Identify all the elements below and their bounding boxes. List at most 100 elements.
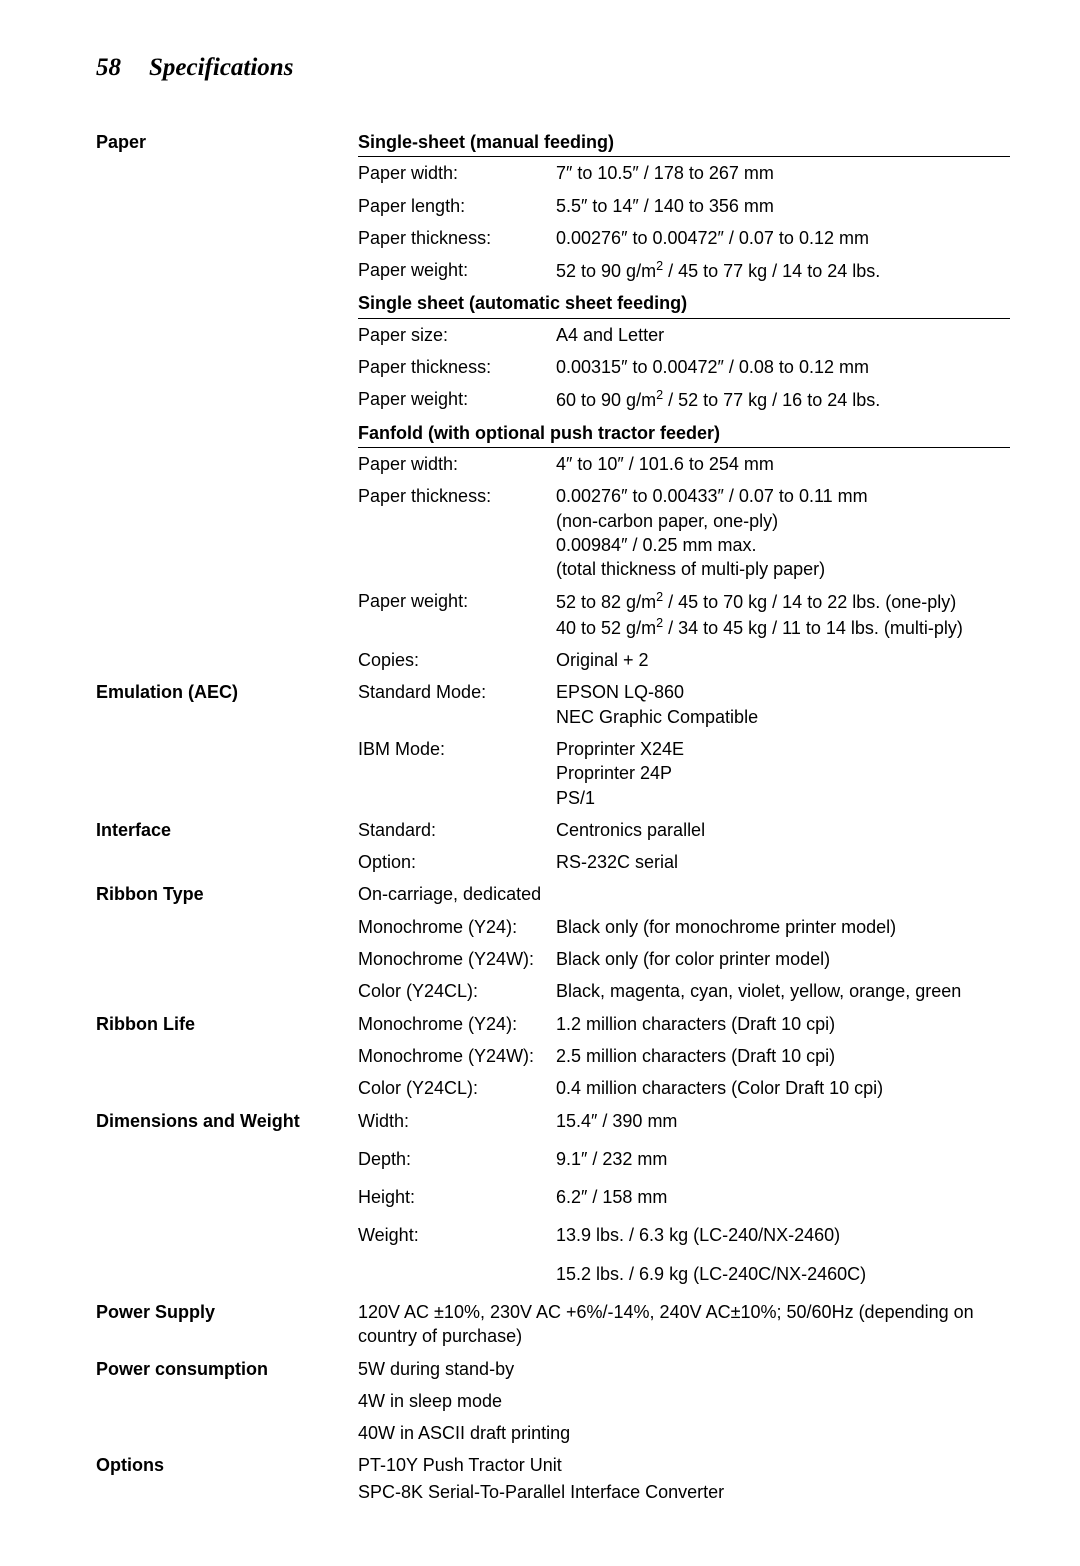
spec-value: 2.5 million characters (Draft 10 cpi) [556, 1044, 1010, 1068]
spec-row: 15.2 lbs. / 6.9 kg (LC-240C/NX-2460C) [358, 1262, 1010, 1286]
section-interface: Interface Standard:Centronics parallelOp… [96, 818, 1010, 883]
spec-value: RS-232C serial [556, 850, 1010, 874]
spec-value: 0.00276″ to 0.00472″ / 0.07 to 0.12 mm [556, 226, 1010, 250]
spec-key: Paper width: [358, 452, 556, 476]
section-options: Options PT-10Y Push Tractor Unit SPC-8K S… [96, 1453, 1010, 1506]
spec-value: 1.2 million characters (Draft 10 cpi) [556, 1012, 1010, 1036]
page-title: Specifications [149, 54, 293, 81]
spec-value: Proprinter X24EProprinter 24PPS/1 [556, 737, 1010, 810]
label-emulation: Emulation (AEC) [96, 680, 358, 705]
spec-key: Paper thickness: [358, 484, 556, 581]
spec-key: Option: [358, 850, 556, 874]
spec-key [358, 1262, 556, 1286]
spec-row: Paper size:A4 and Letter [358, 323, 1010, 347]
spec-key: Paper thickness: [358, 226, 556, 250]
spec-row: Standard Mode:EPSON LQ-860NEC Graphic Co… [358, 680, 1010, 729]
spec-row: Paper weight:52 to 90 g/m2 / 45 to 77 kg… [358, 258, 1010, 283]
content-interface: Standard:Centronics parallelOption:RS-23… [358, 818, 1010, 883]
spec-value: 7″ to 10.5″ / 178 to 267 mm [556, 161, 1010, 185]
page-header: 58 Specifications [96, 54, 1010, 82]
spec-line: 4W in sleep mode [358, 1389, 1010, 1413]
spec-key: Standard: [358, 818, 556, 842]
spec-row: Monochrome (Y24W):Black only (for color … [358, 947, 1010, 971]
spec-row: Paper width:7″ to 10.5″ / 178 to 267 mm [358, 161, 1010, 185]
spec-value: 4″ to 10″ / 101.6 to 254 mm [556, 452, 1010, 476]
spec-value: Black only (for monochrome printer model… [556, 915, 1010, 939]
spec-row: Paper width:4″ to 10″ / 101.6 to 254 mm [358, 452, 1010, 476]
spec-line: 5W during stand-by [358, 1357, 1010, 1381]
spec-key: Paper weight: [358, 589, 556, 640]
content-emulation: Standard Mode:EPSON LQ-860NEC Graphic Co… [358, 680, 1010, 817]
spec-value: 0.00276″ to 0.00433″ / 0.07 to 0.11 mm(n… [556, 484, 1010, 581]
spec-line: SPC-8K Serial-To-Parallel Interface Conv… [358, 1480, 1010, 1504]
section-emulation: Emulation (AEC) Standard Mode:EPSON LQ-8… [96, 680, 1010, 817]
content-dimensions: Width:15.4″ / 390 mmDepth:9.1″ / 232 mmH… [358, 1109, 1010, 1300]
spec-row: Copies:Original + 2 [358, 648, 1010, 672]
spec-key: Paper length: [358, 194, 556, 218]
spec-value: 13.9 lbs. / 6.3 kg (LC-240/NX-2460) [556, 1223, 1010, 1247]
spec-key: Weight: [358, 1223, 556, 1247]
content-ribbon-life: Monochrome (Y24):1.2 million characters … [358, 1012, 1010, 1109]
spec-value: 9.1″ / 232 mm [556, 1147, 1010, 1171]
subheader: Fanfold (with optional push tractor feed… [358, 421, 1010, 448]
spec-row: Paper thickness:0.00276″ to 0.00433″ / 0… [358, 484, 1010, 581]
spec-value: Original + 2 [556, 648, 1010, 672]
spec-value: 6.2″ / 158 mm [556, 1185, 1010, 1209]
spec-key: Paper weight: [358, 258, 556, 283]
spec-row: IBM Mode:Proprinter X24EProprinter 24PPS… [358, 737, 1010, 810]
spec-row: Monochrome (Y24W):2.5 million characters… [358, 1044, 1010, 1068]
page-number: 58 [96, 54, 121, 82]
spec-line: 40W in ASCII draft printing [358, 1421, 1010, 1445]
spec-row: Monochrome (Y24):1.2 million characters … [358, 1012, 1010, 1036]
spec-row: Monochrome (Y24):Black only (for monochr… [358, 915, 1010, 939]
spec-value: Black, magenta, cyan, violet, yellow, or… [556, 979, 1010, 1003]
spec-row: Paper thickness:0.00276″ to 0.00472″ / 0… [358, 226, 1010, 250]
spec-value: Black only (for color printer model) [556, 947, 1010, 971]
section-ribbon-type: Ribbon Type On-carriage, dedicatedMonoch… [96, 882, 1010, 1011]
spec-row: Color (Y24CL):Black, magenta, cyan, viol… [358, 979, 1010, 1003]
label-interface: Interface [96, 818, 358, 843]
spec-value: 60 to 90 g/m2 / 52 to 77 kg / 16 to 24 l… [556, 387, 1010, 412]
label-power-consumption: Power consumption [96, 1357, 358, 1382]
spec-key: Monochrome (Y24W): [358, 947, 556, 971]
label-ribbon-type: Ribbon Type [96, 882, 358, 907]
subheader: Single-sheet (manual feeding) [358, 130, 1010, 157]
spec-key: Paper thickness: [358, 355, 556, 379]
spec-row: Paper weight:52 to 82 g/m2 / 45 to 70 kg… [358, 589, 1010, 640]
spec-value: 52 to 82 g/m2 / 45 to 70 kg / 14 to 22 l… [556, 589, 1010, 640]
content-ribbon-type: On-carriage, dedicatedMonochrome (Y24):B… [358, 882, 1010, 1011]
spec-key: Monochrome (Y24): [358, 1012, 556, 1036]
content-options: PT-10Y Push Tractor Unit SPC-8K Serial-To… [358, 1453, 1010, 1506]
section-power-supply: Power Supply 120V AC ±10%, 230V AC +6%/-… [96, 1300, 1010, 1357]
spec-row: Color (Y24CL):0.4 million characters (Co… [358, 1076, 1010, 1100]
label-options: Options [96, 1453, 358, 1478]
spec-value: 15.2 lbs. / 6.9 kg (LC-240C/NX-2460C) [556, 1262, 1010, 1286]
spec-line: PT-10Y Push Tractor Unit [358, 1453, 1010, 1477]
spec-key: Paper size: [358, 323, 556, 347]
spec-key: Paper weight: [358, 387, 556, 412]
spec-key: Monochrome (Y24W): [358, 1044, 556, 1068]
spec-key: Width: [358, 1109, 556, 1133]
spec-key: Monochrome (Y24): [358, 915, 556, 939]
spec-row: Weight:13.9 lbs. / 6.3 kg (LC-240/NX-246… [358, 1223, 1010, 1247]
spec-row: Standard:Centronics parallel [358, 818, 1010, 842]
spec-key: Copies: [358, 648, 556, 672]
spec-key: Color (Y24CL): [358, 979, 556, 1003]
content-power-supply: 120V AC ±10%, 230V AC +6%/-14%, 240V AC±… [358, 1300, 1010, 1349]
spec-row: Paper length:5.5″ to 14″ / 140 to 356 mm [358, 194, 1010, 218]
spec-value: Centronics parallel [556, 818, 1010, 842]
subheader: Single sheet (automatic sheet feeding) [358, 291, 1010, 318]
spec-value: 0.00315″ to 0.00472″ / 0.08 to 0.12 mm [556, 355, 1010, 379]
spec-value: EPSON LQ-860NEC Graphic Compatible [556, 680, 1010, 729]
label-ribbon-life: Ribbon Life [96, 1012, 358, 1037]
label-paper: Paper [96, 130, 358, 155]
spec-key: Paper width: [358, 161, 556, 185]
spec-row: Paper thickness:0.00315″ to 0.00472″ / 0… [358, 355, 1010, 379]
section-power-consumption: Power consumption 5W during stand-by 4W i… [96, 1357, 1010, 1454]
section-ribbon-life: Ribbon Life Monochrome (Y24):1.2 million… [96, 1012, 1010, 1109]
spec-key: Height: [358, 1185, 556, 1209]
spec-row: Height:6.2″ / 158 mm [358, 1185, 1010, 1209]
spec-value: A4 and Letter [556, 323, 1010, 347]
spec-row: Width:15.4″ / 390 mm [358, 1109, 1010, 1133]
spec-value: 5.5″ to 14″ / 140 to 356 mm [556, 194, 1010, 218]
